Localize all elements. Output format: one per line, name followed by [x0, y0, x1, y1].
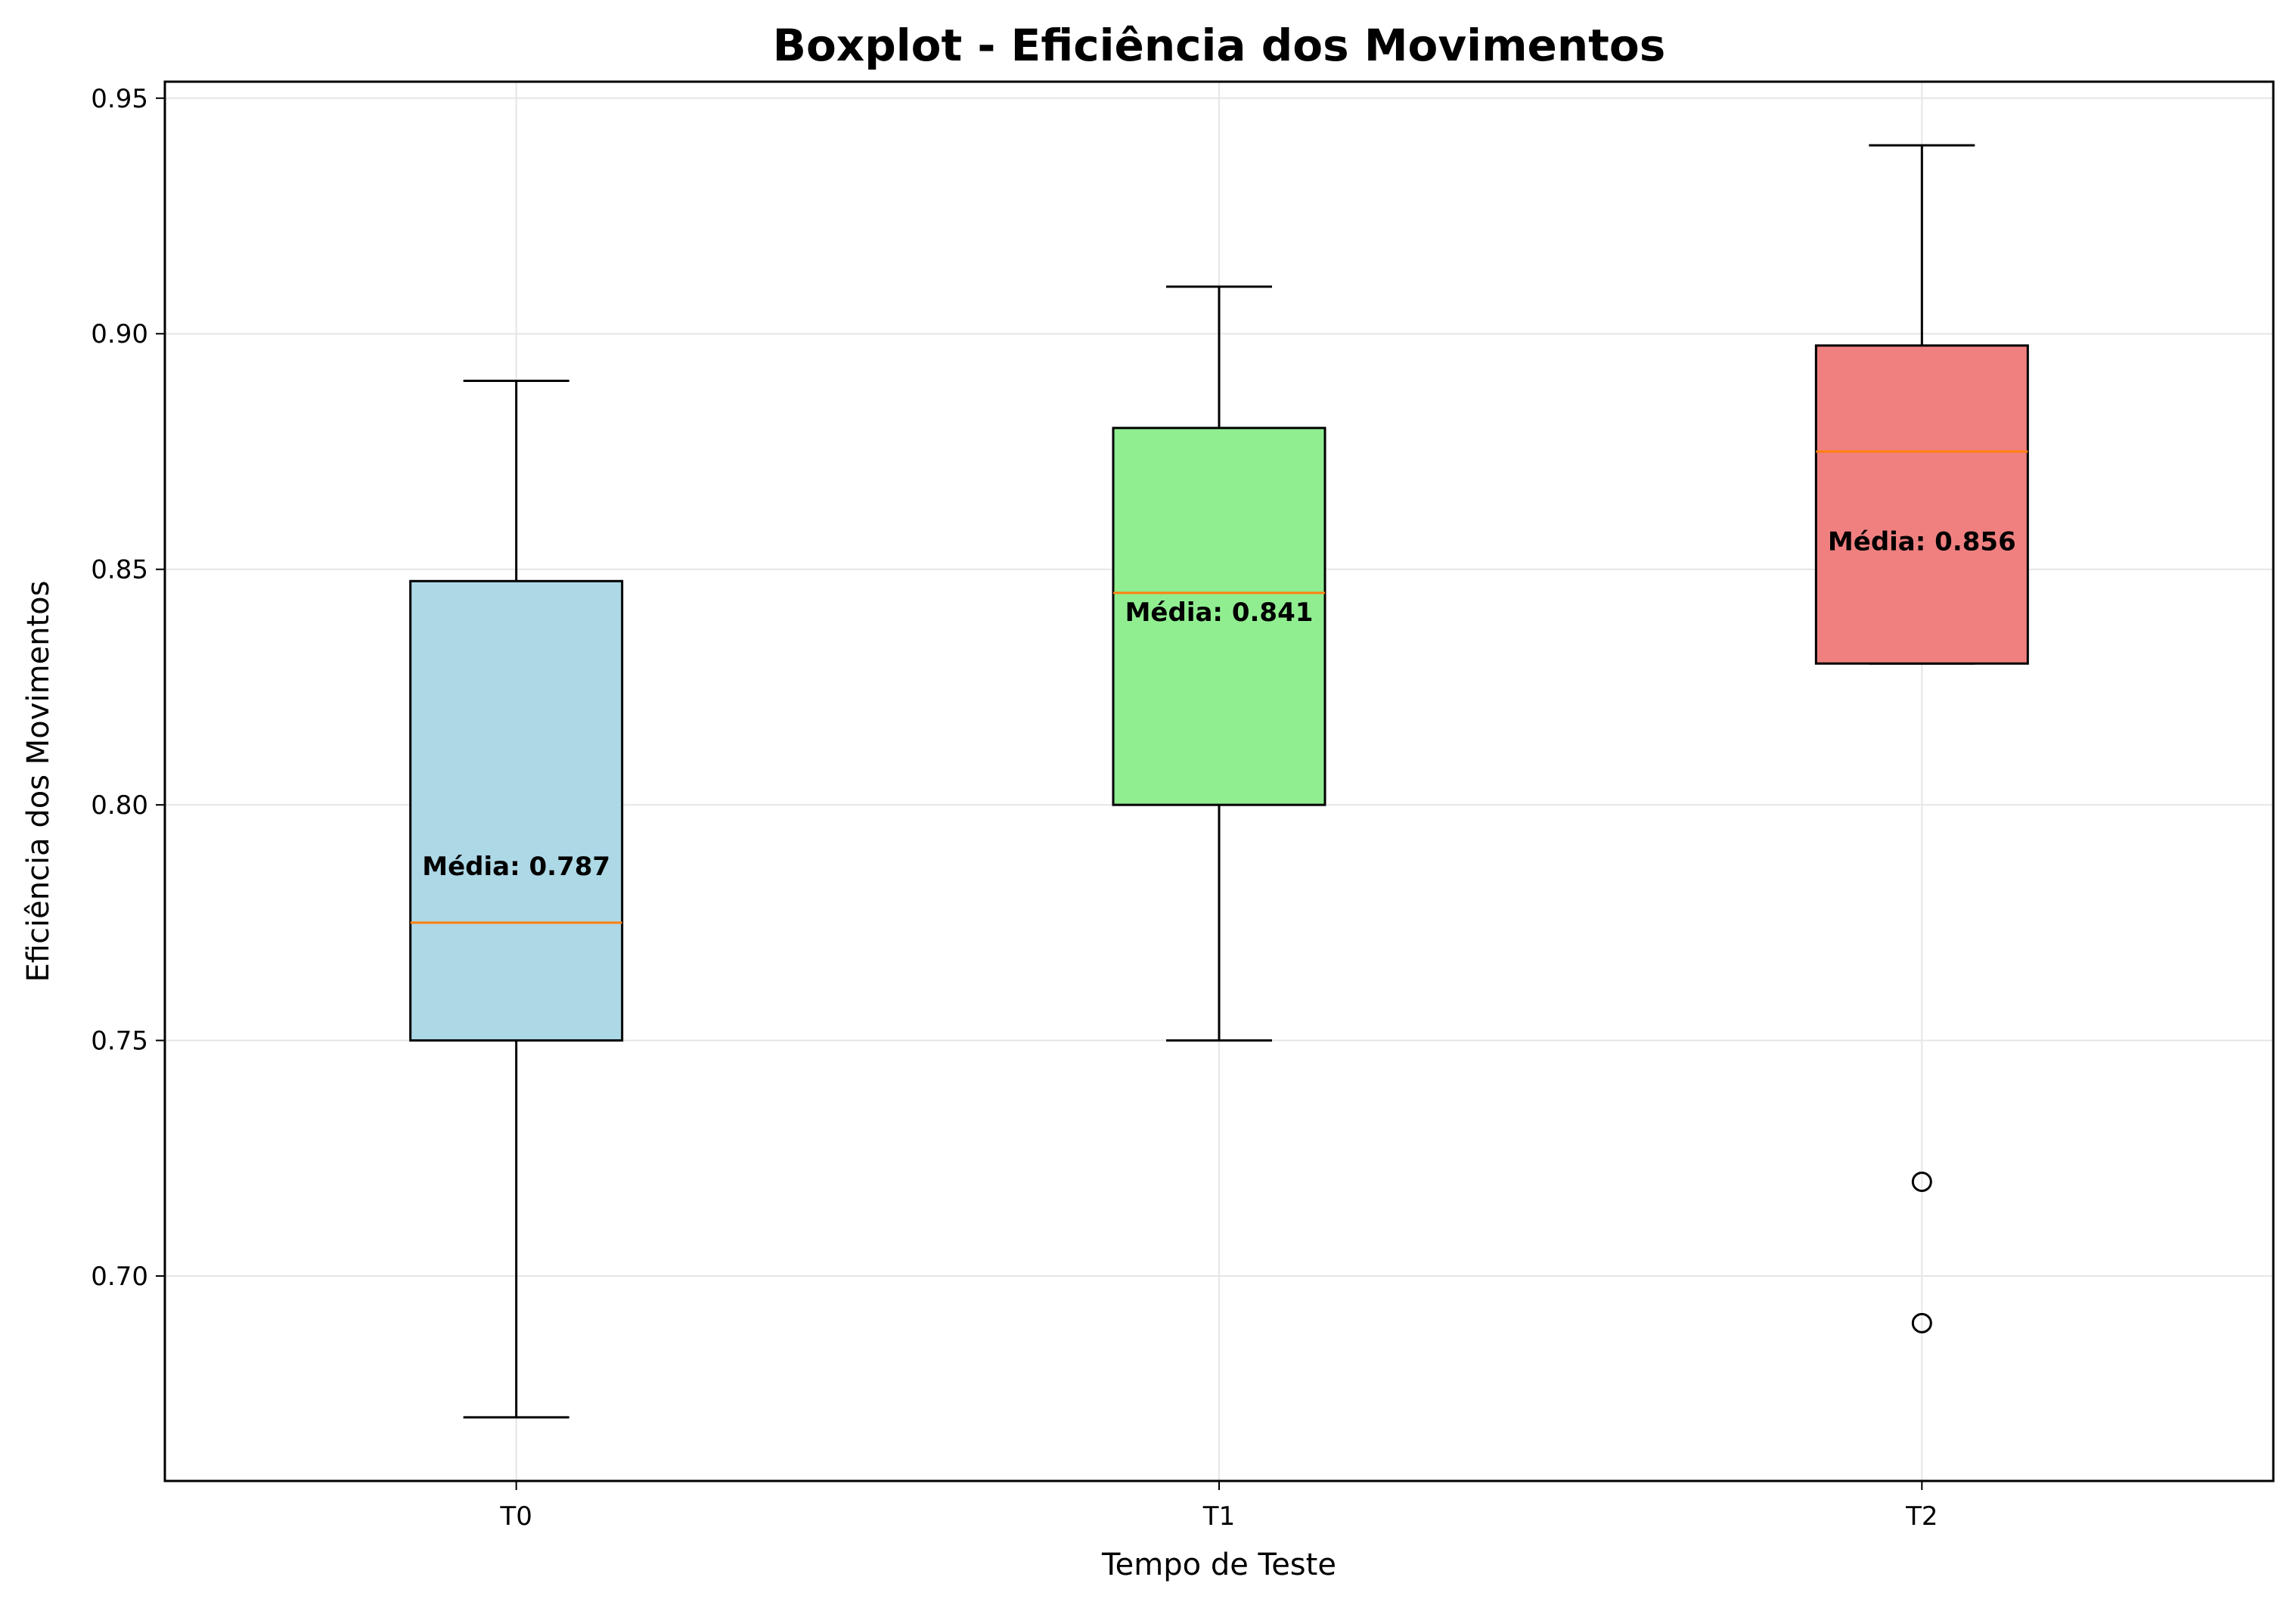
x-tick-label: T2 [1905, 1501, 1938, 1532]
box-iqr [1112, 427, 1326, 806]
mean-label: Média: 0.841 [1125, 598, 1314, 628]
y-tick-label: 0.85 [91, 555, 148, 585]
boxes-layer: Média: 0.787 Média: 0.841 Média: 0.856 [409, 144, 2029, 1419]
y-tick-label: 0.95 [91, 84, 148, 114]
y-tick-label: 0.70 [91, 1262, 148, 1292]
outlier-point [1911, 1171, 1932, 1192]
y-tick-label: 0.90 [91, 319, 148, 349]
box-group-t2: Média: 0.856 [1814, 144, 2029, 1333]
chart-title: Boxplot - Eficiência dos Movimentos [773, 20, 1665, 71]
ticks-layer: 0.70 0.75 0.80 0.85 0.90 0.95 T0 T1 T2 [91, 84, 1938, 1532]
x-tick-label: T0 [499, 1501, 532, 1532]
outlier-point [1911, 1312, 1932, 1333]
mean-label: Média: 0.787 [422, 852, 610, 882]
box-group-t1: Média: 0.841 [1112, 285, 1326, 1042]
mean-label: Média: 0.856 [1828, 526, 2016, 557]
x-axis-label: Tempo de Teste [1101, 1548, 1336, 1582]
y-axis-label: Eficiência dos Movimentos [21, 581, 56, 983]
y-tick-label: 0.80 [91, 790, 148, 821]
box-iqr [409, 579, 624, 1042]
x-tick-label: T1 [1202, 1501, 1235, 1532]
y-tick-label: 0.75 [91, 1026, 148, 1057]
box-iqr [1814, 344, 2029, 665]
box-group-t0: Média: 0.787 [409, 380, 624, 1419]
